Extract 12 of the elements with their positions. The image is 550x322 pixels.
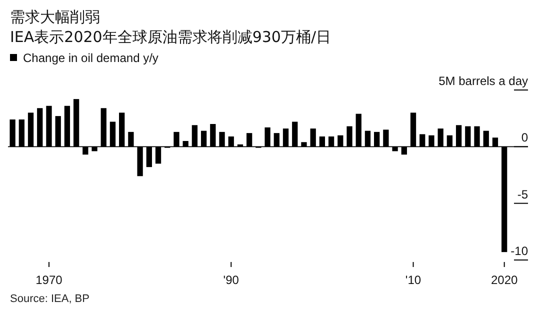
x-tick-label: 1970 — [36, 273, 63, 287]
x-tick-label: '10 — [405, 273, 422, 287]
y-tick-label: -10 — [510, 244, 528, 258]
y-tick-label: 0 — [521, 130, 528, 145]
x-tick-label: 2020 — [490, 273, 518, 287]
y-tick-label: -5 — [517, 187, 528, 202]
source-note: Source: IEA, BP — [10, 293, 90, 305]
chart-title: 需求大幅削弱 — [10, 8, 100, 26]
x-tick-label: '90 — [223, 273, 240, 287]
legend-label: Change in oil demand y/y — [23, 51, 158, 65]
chart-subtitle: IEA表示2020年全球原油需求将削减930万桶/日 — [10, 28, 332, 46]
y-tick-label: 5M barrels a day — [438, 74, 528, 88]
